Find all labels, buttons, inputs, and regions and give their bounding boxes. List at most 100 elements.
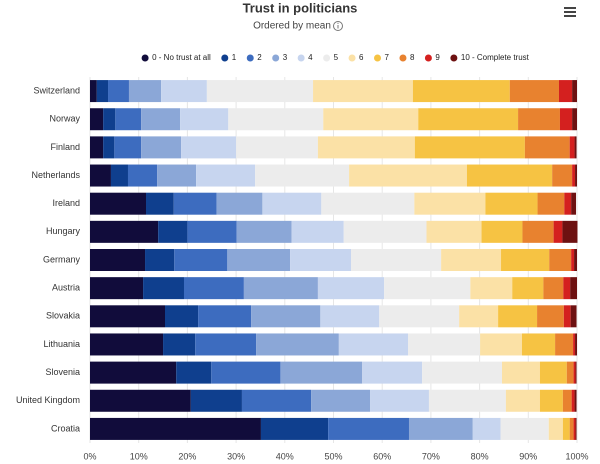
legend-item[interactable]: 7 <box>374 53 390 62</box>
y-tick-label: Norway <box>49 114 80 124</box>
y-tick-label: Austria <box>52 283 80 293</box>
legend-item[interactable]: 2 <box>246 53 263 62</box>
y-tick-label: Slovakia <box>46 311 80 321</box>
bar-segment <box>110 164 128 187</box>
bar-segment <box>241 389 312 412</box>
bar-segment <box>408 417 473 440</box>
bar-segment <box>158 220 188 243</box>
legend-item[interactable]: 5 <box>323 53 339 62</box>
x-tick-label: 70% <box>422 451 440 461</box>
bar-segment <box>195 333 257 356</box>
bar-segment <box>543 277 564 300</box>
legend-item[interactable]: 10 - Complete trust <box>450 53 530 62</box>
bar-segment <box>320 305 380 328</box>
bar-segment <box>103 108 116 131</box>
bar-segment <box>370 389 429 412</box>
legend-label: 7 <box>385 53 390 62</box>
legend-label: 9 <box>435 53 440 62</box>
bar-segment <box>164 305 199 328</box>
legend-item[interactable]: 9 <box>424 53 441 62</box>
y-tick-label: United Kingdom <box>16 395 80 405</box>
bar-segment <box>183 277 244 300</box>
bar-segment <box>500 417 549 440</box>
bar-segment <box>408 333 481 356</box>
bar-segment <box>180 108 229 131</box>
bar-segment <box>328 417 409 440</box>
legend-item[interactable]: 6 <box>348 53 365 62</box>
bar-segment <box>571 192 577 215</box>
legend-marker <box>450 54 458 62</box>
bar-segment <box>161 80 207 103</box>
x-tick-label: 60% <box>373 451 391 461</box>
bar-segment <box>174 249 228 271</box>
bar-segment <box>548 417 563 440</box>
x-tick-label: 80% <box>471 451 489 461</box>
bar-segment <box>90 277 144 300</box>
menu-button[interactable] <box>562 5 578 19</box>
bar-segment <box>90 417 261 440</box>
x-tick-label: 100% <box>565 451 588 461</box>
bar-segment <box>143 277 184 300</box>
legend-label: 5 <box>334 53 339 62</box>
legend-item[interactable]: 0 - No trust at all <box>141 53 211 62</box>
bar-segment <box>228 108 324 131</box>
bar-segment <box>575 164 577 187</box>
bar-segment <box>414 136 525 159</box>
bar-segment <box>157 164 197 187</box>
bar-segment <box>141 136 182 159</box>
bar-segment <box>480 333 522 356</box>
legend-marker <box>374 54 382 62</box>
bar-segment <box>570 277 577 300</box>
bar-segment <box>198 305 252 328</box>
bar-segment <box>236 136 318 159</box>
y-tick-label: Croatia <box>51 423 80 433</box>
bar-segment <box>211 361 281 384</box>
legend-item[interactable]: 1 <box>221 53 237 62</box>
bar-segment <box>351 249 442 271</box>
legend-marker <box>297 54 305 62</box>
bar-segment <box>553 220 563 243</box>
bar-segment <box>505 389 540 412</box>
y-tick-label: Finland <box>50 142 80 152</box>
legend-label: 10 - Complete trust <box>461 53 530 62</box>
legend-marker <box>399 54 407 62</box>
bar-segment <box>472 417 501 440</box>
bar-segment <box>323 108 419 131</box>
bar-segment <box>236 220 292 243</box>
bar-segment <box>190 389 242 412</box>
bar-segment <box>251 305 321 328</box>
bar-segment <box>90 80 97 103</box>
bar-segment <box>537 305 564 328</box>
bar-segment <box>572 164 576 187</box>
bar-segment <box>518 108 560 131</box>
bar-segment <box>422 361 503 384</box>
bar-segment <box>502 361 540 384</box>
legend-item[interactable]: 8 <box>399 53 415 62</box>
legend-label: 4 <box>308 53 313 62</box>
bar-segment <box>317 136 415 159</box>
bar-segment <box>575 361 577 384</box>
y-tick-label: Germany <box>43 254 81 264</box>
info-icon[interactable] <box>333 21 343 31</box>
bar-segment <box>114 136 142 159</box>
bar-segment <box>559 108 573 131</box>
legend-item[interactable]: 3 <box>272 53 288 62</box>
bar-segment <box>555 333 574 356</box>
bar-segment <box>90 389 191 412</box>
bar-segment <box>115 108 142 131</box>
bar-segment <box>90 305 165 328</box>
bar-segment <box>362 361 423 384</box>
bar-segment <box>313 80 413 103</box>
legend-marker <box>272 54 280 62</box>
bar-segment <box>572 108 577 131</box>
chart-title: Trust in politicians <box>243 0 358 15</box>
legend-marker <box>323 54 331 62</box>
legend-item[interactable]: 4 <box>297 53 314 62</box>
bar-segment <box>173 192 217 215</box>
x-tick-label: 20% <box>178 451 196 461</box>
bar-segment <box>280 361 363 384</box>
bar-segment <box>141 108 181 131</box>
bar-segment <box>573 417 576 440</box>
bar-segment <box>501 249 550 271</box>
bar-segment <box>343 220 427 243</box>
